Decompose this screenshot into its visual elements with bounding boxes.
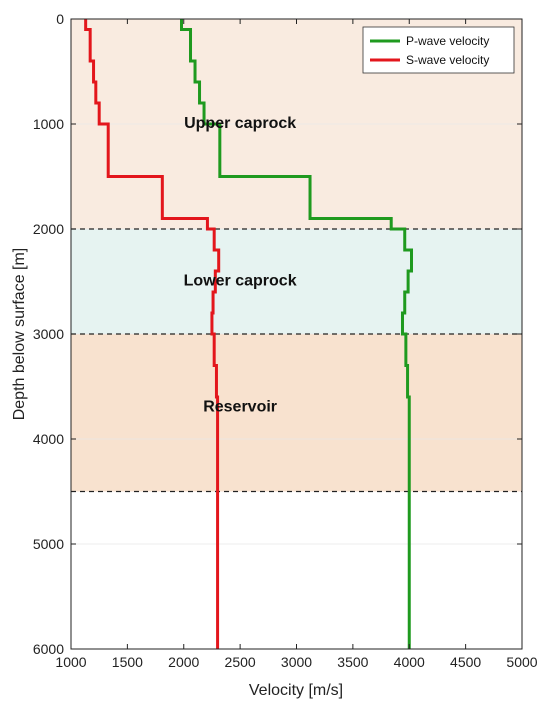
zone-labels-layer: Upper caprock Lower caprock Reservoir bbox=[184, 115, 297, 416]
zones-layer bbox=[71, 19, 522, 492]
x-tick-label-2500: 2500 bbox=[225, 654, 256, 670]
legend-label-p-wave: P-wave velocity bbox=[406, 34, 489, 48]
y-tick-label-2000: 2000 bbox=[33, 221, 64, 237]
y-tick-label-0: 0 bbox=[56, 11, 64, 27]
x-axis-label: Velocity [m/s] bbox=[249, 682, 343, 699]
zone-label-2: Reservoir bbox=[203, 399, 277, 416]
y-tick-label-3000: 3000 bbox=[33, 326, 64, 342]
x-tick-label-4000: 4000 bbox=[394, 654, 425, 670]
x-tick-label-5000: 5000 bbox=[506, 654, 537, 670]
legend: P-wave velocity S-wave velocity bbox=[362, 26, 515, 74]
x-tick-label-3000: 3000 bbox=[281, 654, 312, 670]
zone-band-1 bbox=[71, 229, 522, 334]
y-axis-label: Depth below surface [m] bbox=[11, 248, 28, 421]
x-tick-label-4500: 4500 bbox=[450, 654, 481, 670]
y-tick-label-4000: 4000 bbox=[33, 431, 64, 447]
zone-band-2 bbox=[71, 334, 522, 492]
x-tick-label-1000: 1000 bbox=[55, 654, 86, 670]
legend-box bbox=[362, 26, 515, 74]
zone-boundaries bbox=[71, 228, 522, 493]
y-tick-label-5000: 5000 bbox=[33, 536, 64, 552]
x-tick-label-3500: 3500 bbox=[337, 654, 368, 670]
y-tick-label-6000: 6000 bbox=[33, 641, 64, 657]
zone-label-1: Lower caprock bbox=[184, 273, 297, 290]
zone-label-0: Upper caprock bbox=[184, 115, 296, 132]
legend-label-s-wave: S-wave velocity bbox=[406, 53, 489, 67]
series-line-p-wave-velocity bbox=[180, 19, 413, 649]
x-tick-label-2000: 2000 bbox=[168, 654, 199, 670]
series-layer bbox=[84, 19, 413, 649]
ticks-layer: 1000 1500 2000 2500 3000 3500 4000 4500 5000 0 100… bbox=[33, 11, 538, 670]
x-tick-label-1500: 1500 bbox=[112, 654, 143, 670]
y-tick-label-1000: 1000 bbox=[33, 116, 64, 132]
series-line-s-wave-velocity bbox=[84, 19, 221, 649]
